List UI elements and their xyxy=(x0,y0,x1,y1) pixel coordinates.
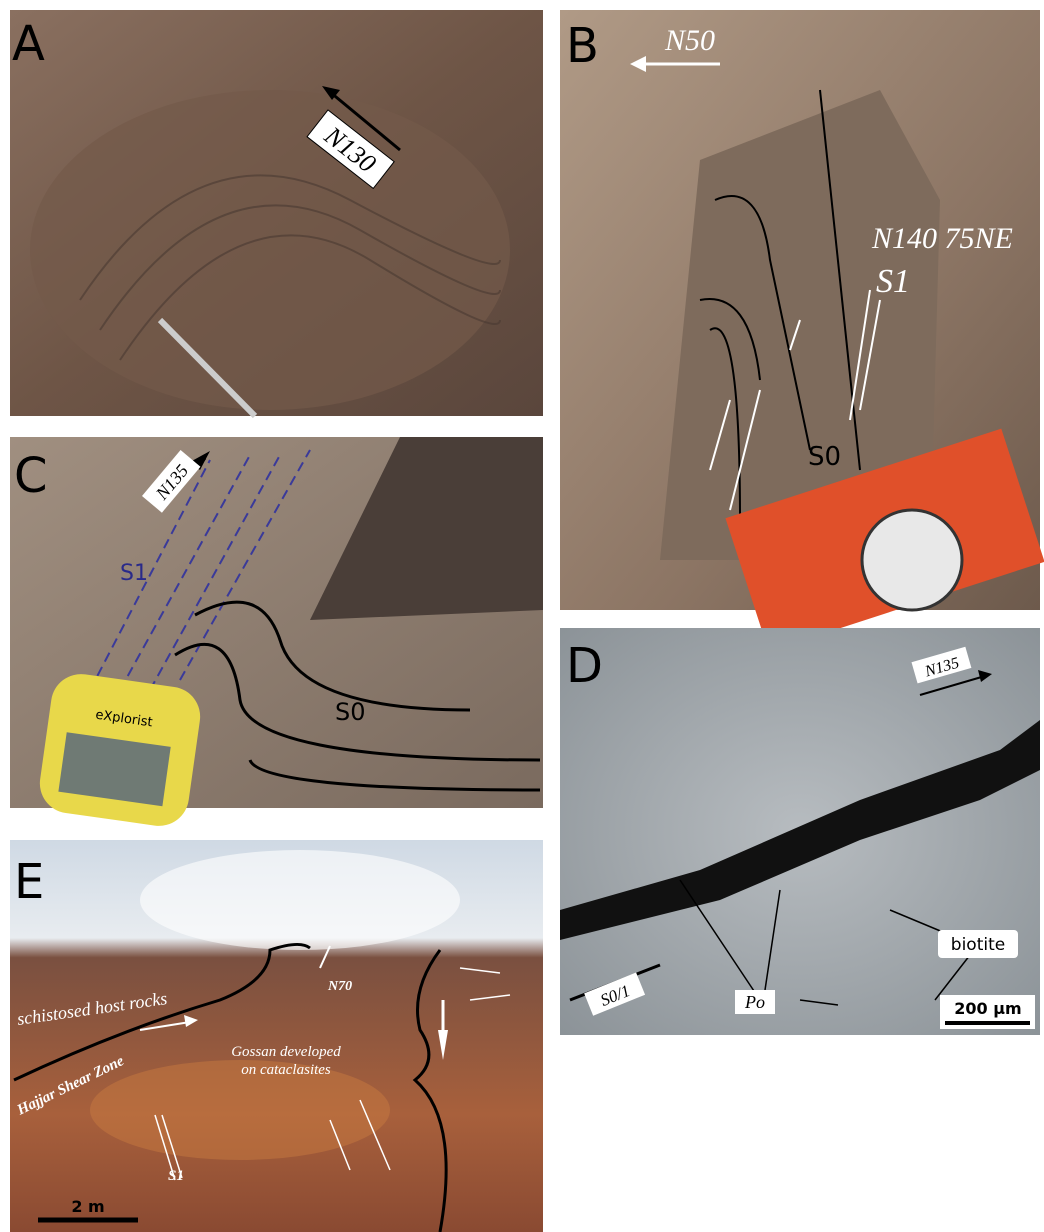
panel-d: D N135 S0/1 Po biotite 200 µm xyxy=(560,628,1040,1035)
panel-b: B N50 N140 75NE S1 S0 xyxy=(560,10,1044,651)
mineral-label: Po xyxy=(744,992,765,1012)
direction-label: N70 xyxy=(327,979,352,994)
s0-label: S0 xyxy=(808,442,841,472)
gossan-label: Gossan developed xyxy=(231,1044,341,1060)
scale-label: 200 µm xyxy=(954,999,1021,1018)
panel-label: E xyxy=(14,854,44,910)
compass-dial xyxy=(862,510,962,610)
gossan-label: on cataclasites xyxy=(241,1062,331,1078)
panel-e: E schistosed host rocks N70 Hajjar Shear… xyxy=(10,840,543,1232)
s0-label: S0 xyxy=(335,698,366,726)
panel-c: eXplorist C N135 S1 S0 xyxy=(10,437,543,830)
panel-label: C xyxy=(14,448,48,504)
gossan xyxy=(90,1060,390,1160)
rock xyxy=(30,90,510,410)
direction-label: N50 xyxy=(664,24,715,57)
s1-label: S1 xyxy=(168,1168,184,1184)
mineral-label: biotite xyxy=(951,935,1005,955)
panel-a: A N130 xyxy=(10,10,543,416)
cloud xyxy=(140,850,460,950)
panel-label: B xyxy=(566,18,599,74)
s1-label: S1 xyxy=(876,263,910,300)
s1-label: S1 xyxy=(120,561,148,586)
scale-label: 2 m xyxy=(71,1197,104,1216)
panel-label: A xyxy=(12,16,45,72)
figure: A N130 B N50 N140 75NE S1 S0 xyxy=(0,0,1044,1232)
attitude-label: N140 75NE xyxy=(871,222,1013,255)
panel-label: D xyxy=(566,638,603,694)
